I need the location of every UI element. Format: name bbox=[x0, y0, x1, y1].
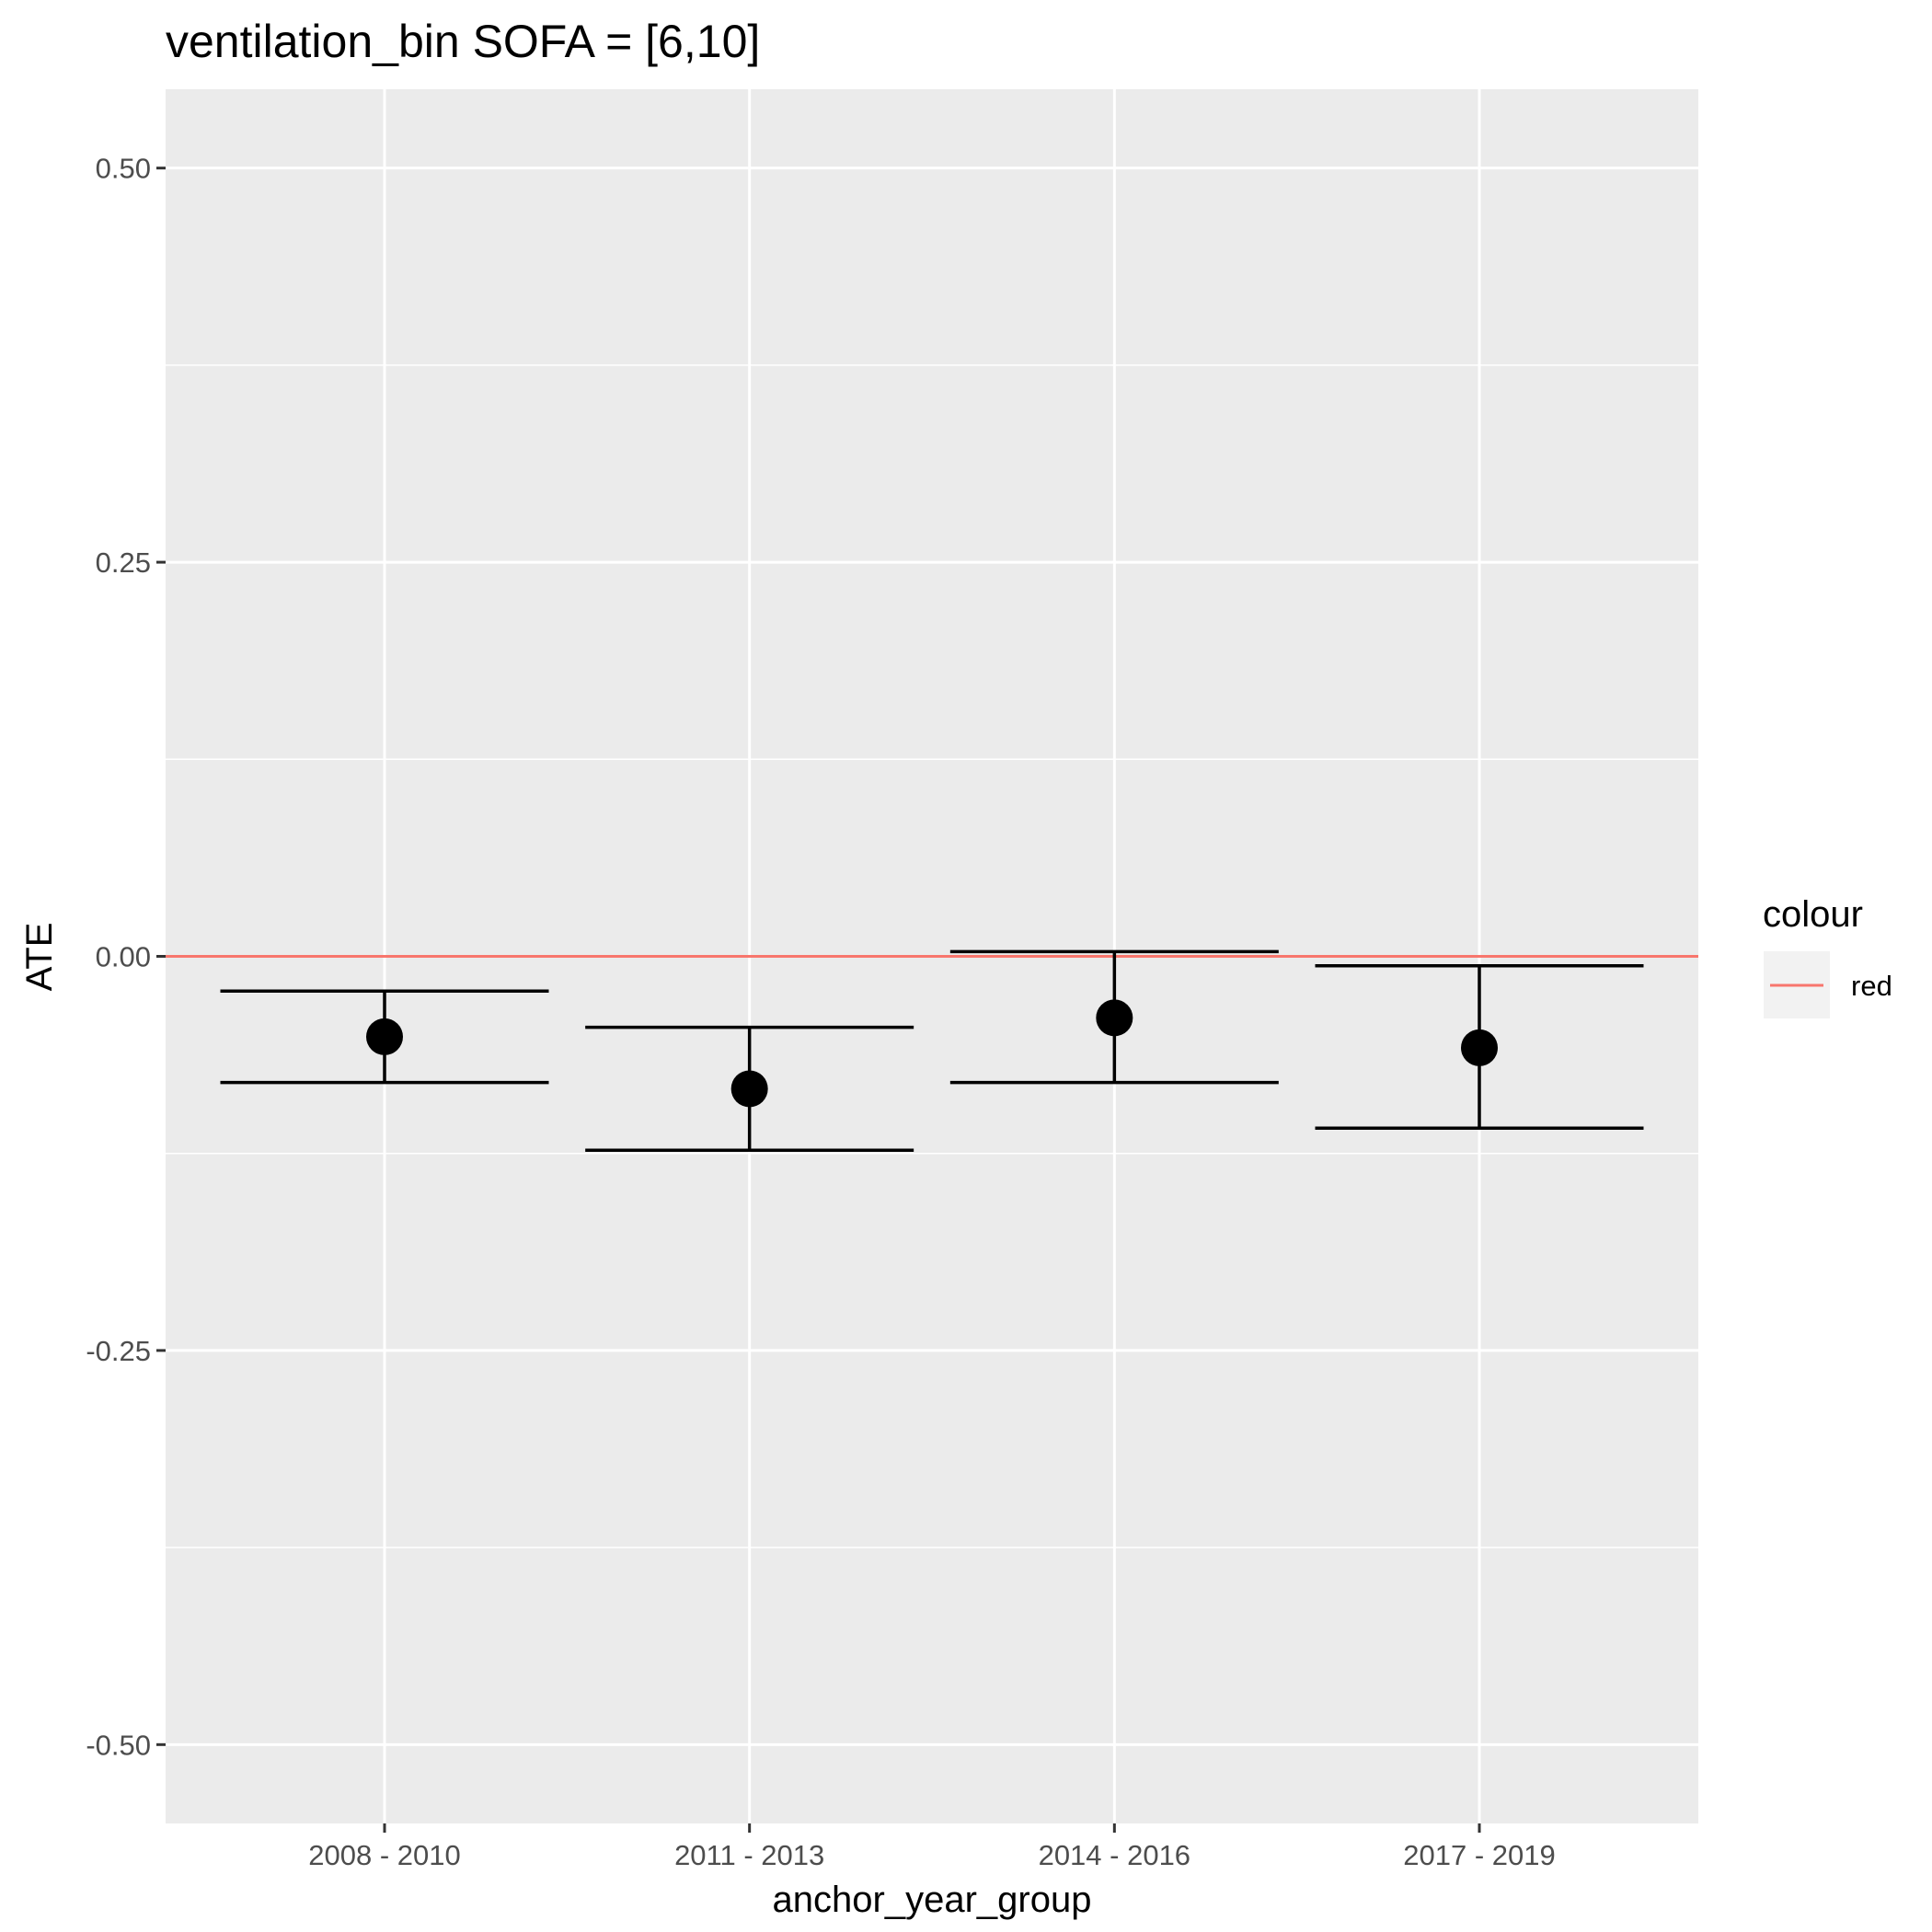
y-axis: 0.50 0.25 0.00 -0.25 -0.50 bbox=[86, 153, 166, 1761]
y-tick-label: -0.50 bbox=[86, 1729, 151, 1761]
x-tick-label: 2014 - 2016 bbox=[1039, 1839, 1190, 1871]
data-point bbox=[730, 1070, 768, 1108]
data-point bbox=[366, 1018, 403, 1055]
y-tick-label: -0.25 bbox=[86, 1335, 151, 1367]
data-point bbox=[1461, 1029, 1498, 1066]
y-tick-label: 0.50 bbox=[96, 153, 151, 185]
chart-title: ventilation_bin SOFA = [6,10] bbox=[166, 16, 760, 67]
y-tick-label: 0.00 bbox=[96, 941, 151, 973]
y-axis-title: ATE bbox=[19, 923, 60, 992]
x-axis-title: anchor_year_group bbox=[773, 1880, 1092, 1920]
x-axis: 2008 - 2010 2011 - 2013 2014 - 2016 2017 - … bbox=[308, 1823, 1556, 1871]
x-tick-label: 2017 - 2019 bbox=[1403, 1839, 1555, 1871]
data-points bbox=[366, 999, 1498, 1108]
legend: colour red bbox=[1763, 894, 1892, 1018]
data-point bbox=[1096, 999, 1133, 1037]
minor-gridlines bbox=[166, 364, 1698, 1548]
legend-title: colour bbox=[1763, 894, 1863, 935]
x-tick-label: 2008 - 2010 bbox=[308, 1839, 460, 1871]
x-tick-label: 2011 - 2013 bbox=[674, 1839, 824, 1871]
y-tick-label: 0.25 bbox=[96, 546, 151, 579]
legend-entry-label: red bbox=[1851, 970, 1892, 1002]
